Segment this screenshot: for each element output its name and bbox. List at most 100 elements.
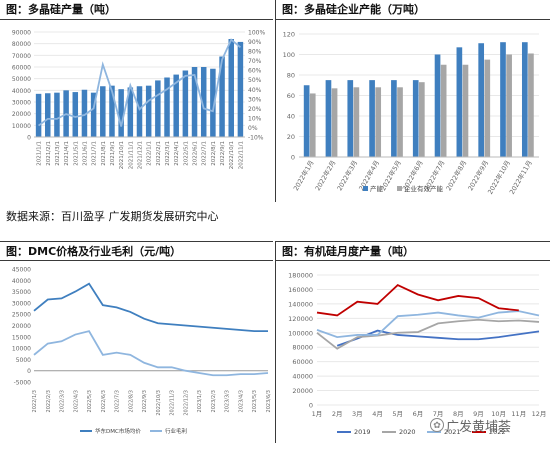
x-tick-label: 2022/10/1 bbox=[229, 141, 235, 169]
panel-title-dmc-price-margin: 图：DMC价格及行业毛利（元/吨） bbox=[0, 241, 273, 261]
bar-effective-capacity bbox=[440, 64, 447, 157]
y2-tick-label: 60% bbox=[248, 68, 262, 75]
bar-output bbox=[210, 68, 216, 137]
x-tick-label: 2022/9/3 bbox=[142, 390, 148, 412]
x-tick-label: 2022年8月 bbox=[444, 159, 469, 193]
x-tick-label: 2021/8/1 bbox=[101, 141, 107, 166]
x-tick-label: 2021/9/1 bbox=[110, 141, 116, 166]
x-tick-label: 2023/5/3 bbox=[252, 390, 258, 412]
y-tick-label: 80 bbox=[287, 72, 295, 80]
x-tick-label: 2022/2/3 bbox=[46, 390, 52, 412]
x-tick-label: 2021/10/1 bbox=[119, 141, 125, 169]
x-tick-label: 2022/5/3 bbox=[87, 390, 93, 412]
x-tick-label: 2023/4/3 bbox=[238, 390, 244, 412]
bar-effective-capacity bbox=[419, 82, 425, 157]
y2-tick-label: 10% bbox=[248, 115, 262, 122]
bar-output bbox=[155, 80, 161, 137]
y2-tick-label: 0% bbox=[248, 125, 258, 132]
y-tick-label: 40000 bbox=[12, 278, 31, 285]
y-tick-label: 15000 bbox=[12, 334, 31, 341]
x-tick-label: 2022/8/3 bbox=[128, 390, 134, 412]
bar-effective-capacity bbox=[397, 87, 403, 157]
legend-label: 2020 bbox=[399, 428, 416, 436]
series-line-ratio bbox=[38, 38, 241, 127]
y-tick-label: 10000 bbox=[12, 123, 31, 130]
legend-label: 2021 bbox=[444, 428, 461, 436]
x-tick-label: 4月 bbox=[372, 410, 383, 418]
y-tick-label: 80000 bbox=[292, 344, 313, 352]
bar-output bbox=[200, 67, 207, 137]
x-tick-label: 2022/4/1 bbox=[174, 141, 180, 166]
panel-title-polysilicon-output: 图：多晶硅产量（吨） bbox=[0, 0, 273, 20]
x-tick-label: 7月 bbox=[433, 410, 444, 418]
x-tick-label: 2022/7/3 bbox=[115, 390, 121, 412]
x-tick-label: 2023/2/3 bbox=[211, 390, 217, 412]
legend-swatch bbox=[397, 186, 402, 191]
bar-capacity bbox=[391, 80, 397, 157]
y-tick-label: 25000 bbox=[12, 312, 31, 319]
y-tick-label: 100 bbox=[283, 51, 295, 59]
x-tick-label: 2022年2月 bbox=[313, 159, 338, 193]
bar-capacity bbox=[303, 85, 310, 157]
x-tick-label: 2021/6/1 bbox=[82, 141, 88, 166]
x-tick-label: 9月 bbox=[473, 410, 484, 418]
chart-polysilicon-output: 0 10000 20000 30000 40000 50000 60000 70000 8000… bbox=[12, 30, 266, 170]
bar-output bbox=[35, 93, 42, 137]
bar-capacity bbox=[434, 54, 441, 157]
x-tick-label: 2022/9/1 bbox=[220, 141, 226, 166]
x-tick-label: 2021/1/1 bbox=[37, 141, 43, 166]
x-tick-label: 2021/5/1 bbox=[73, 141, 79, 166]
bar-capacity bbox=[369, 80, 375, 157]
x-tick-label: 2022年3月 bbox=[335, 159, 360, 193]
x-tick-label: 1月 bbox=[312, 410, 323, 418]
y-tick-label: 90000 bbox=[12, 30, 31, 37]
y-tick-label: 0 bbox=[27, 368, 31, 375]
bar-output bbox=[81, 89, 88, 137]
bar-output bbox=[100, 86, 106, 137]
data-source-note: 数据来源：百川盈孚 广发期货发展研究中心 bbox=[6, 210, 219, 223]
y2-tick-label: 50% bbox=[248, 77, 262, 84]
x-tick-label: 2022/6/1 bbox=[193, 141, 199, 166]
y-tick-label: 80000 bbox=[12, 41, 31, 48]
x-tick-label: 2022/1/1 bbox=[147, 141, 153, 166]
x-tick-label: 2022/6/3 bbox=[101, 390, 107, 412]
x-tick-label: 8月 bbox=[453, 410, 464, 418]
y-tick-label: 30000 bbox=[12, 300, 31, 307]
y-tick-label: 70000 bbox=[12, 53, 31, 60]
x-tick-label: 2022/3/1 bbox=[165, 141, 171, 166]
x-tick-label: 2022/5/1 bbox=[183, 141, 189, 166]
bar-output bbox=[118, 89, 124, 137]
bar-capacity bbox=[500, 42, 506, 158]
bar-output bbox=[173, 74, 179, 137]
legend-label: 华东DMC市场均价 bbox=[95, 427, 141, 435]
bar-capacity bbox=[347, 80, 354, 157]
y2-tick-label: 100% bbox=[248, 30, 265, 37]
y-tick-label: 10000 bbox=[12, 346, 31, 353]
x-tick-label: 2021/3/1 bbox=[55, 141, 61, 166]
bar-effective-capacity bbox=[484, 59, 491, 157]
y2-tick-label: 40% bbox=[248, 87, 262, 94]
x-tick-label: 2022/12/3 bbox=[183, 390, 189, 416]
x-tick-label: 2022/1/3 bbox=[32, 390, 38, 412]
legend-swatch bbox=[363, 186, 368, 191]
x-tick-label: 5月 bbox=[392, 410, 403, 418]
y-tick-label: 60000 bbox=[12, 65, 31, 72]
y-tick-label: 30000 bbox=[12, 100, 31, 107]
series-line-dmc-price bbox=[33, 282, 268, 333]
y-tick-label: 35000 bbox=[12, 289, 31, 296]
legend-label: 企业有效产能 bbox=[404, 184, 444, 193]
y-tick-label: 20000 bbox=[12, 323, 31, 330]
x-tick-label: 2023/1/3 bbox=[197, 390, 203, 412]
panel-divider-top bbox=[275, 0, 276, 202]
series-line-2022 bbox=[316, 284, 519, 317]
x-tick-label: 10月 bbox=[491, 410, 506, 418]
bar-capacity bbox=[521, 42, 528, 158]
x-tick-label: 2022/11/3 bbox=[170, 390, 176, 416]
x-tick-label: 2023/6/3 bbox=[266, 390, 272, 412]
y-tick-label: 50000 bbox=[12, 76, 31, 83]
y-tick-label: 140000 bbox=[288, 300, 313, 308]
y2-tick-label: 30% bbox=[248, 96, 262, 103]
x-tick-label: 2022/3/3 bbox=[60, 390, 66, 412]
y-tick-label: 20000 bbox=[292, 387, 313, 395]
y-tick-label: 100000 bbox=[288, 329, 313, 337]
